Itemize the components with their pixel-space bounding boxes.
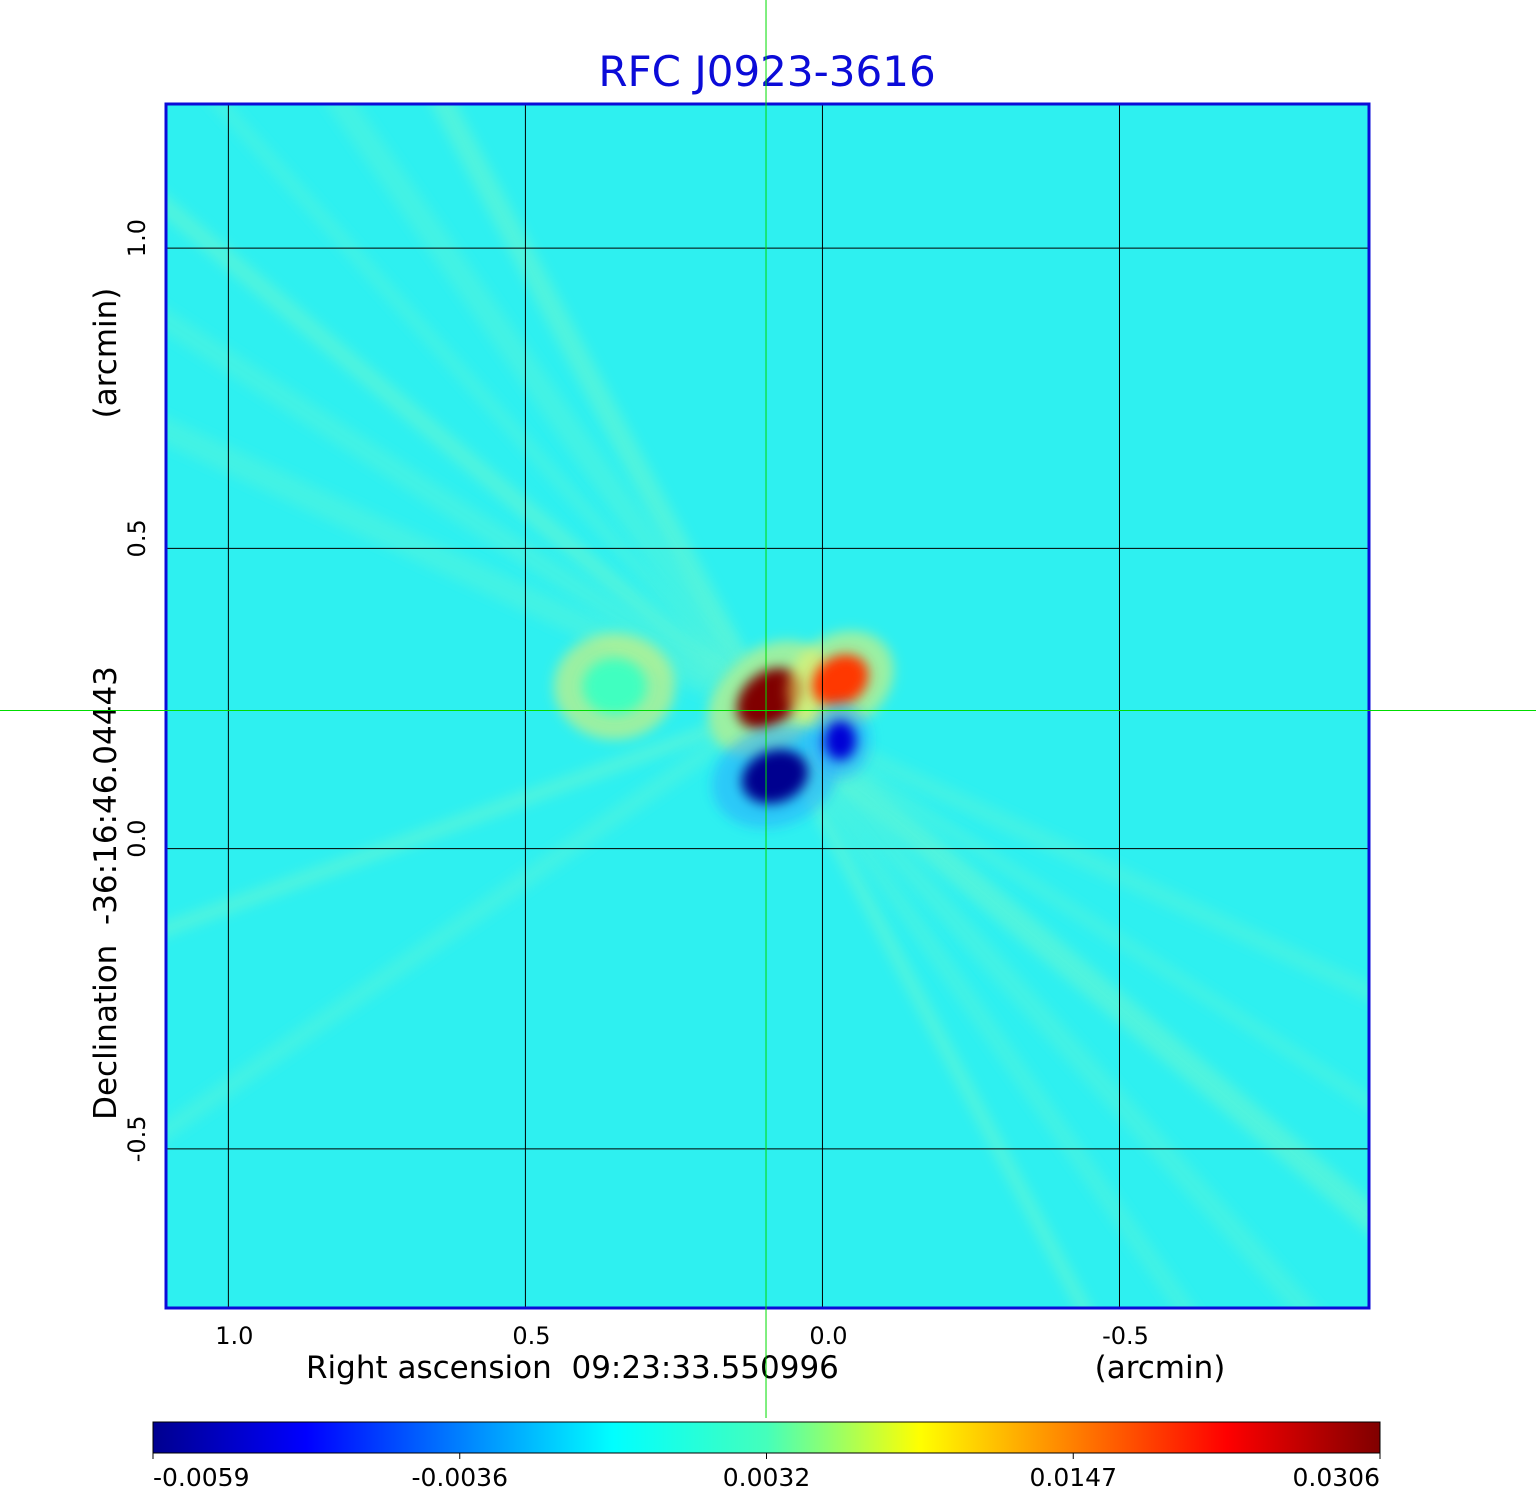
chart-title: RFC J0923-3616 xyxy=(598,47,935,96)
y-tick-labels: 1.0 0.5 0.0 -0.5 xyxy=(123,219,151,1162)
emission-feature xyxy=(812,654,869,707)
sidelobe-streak xyxy=(816,727,1369,1002)
sidelobe-streak xyxy=(166,416,718,697)
crosshair xyxy=(0,0,1536,1418)
y-tick-label: 1.0 xyxy=(123,219,151,257)
sidelobe-streak xyxy=(166,724,713,937)
y-axis-label: Declination -36:16:46.04443 xyxy=(88,666,124,1120)
x-tick-label: 0.5 xyxy=(512,1322,550,1350)
colorbar-tick-label: -0.0059 xyxy=(153,1463,250,1492)
emission-feature xyxy=(736,667,802,730)
x-tick-labels: 1.0 0.5 0.0 -0.5 xyxy=(215,1322,1149,1350)
colorbar-tick-label: 0.0032 xyxy=(723,1463,810,1492)
sidelobe-streak xyxy=(210,104,732,671)
sidelobe-streak xyxy=(431,104,748,663)
sidelobe-streak xyxy=(325,104,743,669)
grid-lines xyxy=(166,104,1369,1308)
colorbar-tick-label: 0.0147 xyxy=(1030,1463,1117,1492)
y-tick-label: -0.5 xyxy=(123,1115,151,1162)
x-tick-label: 1.0 xyxy=(215,1322,253,1350)
sidelobe-streak xyxy=(793,754,1196,1308)
y-tick-label: 0.5 xyxy=(123,519,151,557)
sidelobe-streak xyxy=(803,739,1369,1234)
colorbar xyxy=(152,1421,1381,1454)
emission-feature xyxy=(582,658,647,715)
colorbar-tick-label: -0.0036 xyxy=(412,1463,509,1492)
plot-frame xyxy=(164,102,1371,1310)
emission-features xyxy=(553,630,894,828)
colorbar-tick-label: 0.0306 xyxy=(1293,1463,1380,1492)
sidelobe-streak xyxy=(166,737,723,1142)
colorbar-tick-labels: -0.0059 -0.0036 0.0032 0.0147 0.0306 xyxy=(152,1453,1381,1492)
sidelobe-streak xyxy=(166,195,726,679)
x-axis-unit: (arcmin) xyxy=(1095,1350,1226,1386)
y-axis-unit: (arcmin) xyxy=(88,288,124,419)
sidelobe-streak xyxy=(166,307,722,688)
sidelobe-streak xyxy=(788,760,1092,1308)
sidelobe-streak xyxy=(797,747,1319,1308)
emission-feature xyxy=(741,749,809,804)
sidelobe-streak xyxy=(812,737,1369,1111)
x-tick-label: -0.5 xyxy=(1102,1322,1149,1350)
x-tick-label: 0.0 xyxy=(809,1322,847,1350)
x-axis-label: Right ascension 09:23:33.550996 xyxy=(306,1350,839,1386)
y-tick-label: 0.0 xyxy=(123,820,151,858)
emission-feature xyxy=(824,720,857,761)
